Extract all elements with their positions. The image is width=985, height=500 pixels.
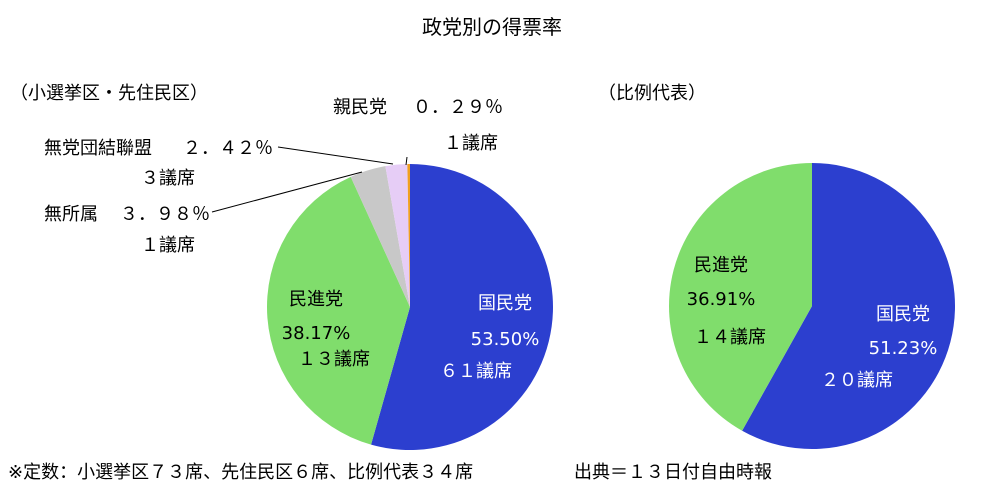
leader-line-pfp: [405, 156, 408, 166]
label-right-kmt-value: 51.23%: [869, 338, 938, 359]
left-chart-subtitle: （小選挙区・先住民区）: [10, 83, 208, 104]
label-left-pfp-party: 親民党: [333, 97, 387, 118]
label-left-ntu-party: 無党団結聯盟: [44, 138, 152, 159]
pie-slice-right-dpp: [669, 163, 812, 431]
label-left-pfp-seats: １議席: [444, 133, 498, 154]
pie-slice-left-ntu: [385, 164, 410, 307]
label-right-kmt-seats: ２０議席: [821, 370, 893, 391]
label-right-dpp-party: 民進党: [694, 255, 748, 276]
label-left-dpp-seats: １３議席: [298, 349, 370, 370]
label-left-dpp-value: 38.17%: [282, 323, 351, 344]
label-right-dpp-value: 36.91%: [687, 289, 756, 310]
source-note: 出典＝１３日付自由時報: [574, 462, 772, 483]
label-left-dpp-party: 民進党: [289, 289, 343, 310]
leader-line-ntu: [277, 146, 394, 165]
leader-line-ind: [211, 171, 363, 213]
label-left-ind-value: ３．９８％: [120, 204, 210, 225]
label-left-ind-seats: １議席: [141, 235, 195, 256]
label-left-kmt-seats: ６１議席: [440, 361, 512, 382]
pie-slice-left-kmt: [371, 164, 554, 451]
label-left-ind-party: 無所属: [44, 204, 98, 225]
pie-slice-left-dpp: [266, 176, 410, 445]
label-left-kmt-party: 国民党: [478, 293, 532, 314]
right-chart-subtitle: （比例代表）: [598, 83, 706, 104]
footnote: ※定数：小選挙区７３席、先住民区６席、比例代表３４席: [8, 462, 473, 483]
pie-slice-right-kmt: [742, 163, 956, 449]
right-pie-chart: [669, 163, 956, 449]
pie-slice-left-pfp: [407, 163, 410, 307]
label-right-dpp-seats: １４議席: [694, 327, 766, 348]
label-left-ntu-value: ２．４２％: [183, 138, 273, 159]
label-left-kmt-value: 53.50%: [471, 329, 540, 350]
pie-slice-left-independent: [350, 166, 410, 307]
label-right-kmt-party: 国民党: [876, 304, 930, 325]
left-pie-chart: [266, 163, 554, 451]
label-left-ntu-seats: ３議席: [141, 168, 195, 189]
chart-title: 政党別の得票率: [422, 15, 562, 39]
label-left-pfp-value: ０．２９％: [413, 97, 503, 118]
